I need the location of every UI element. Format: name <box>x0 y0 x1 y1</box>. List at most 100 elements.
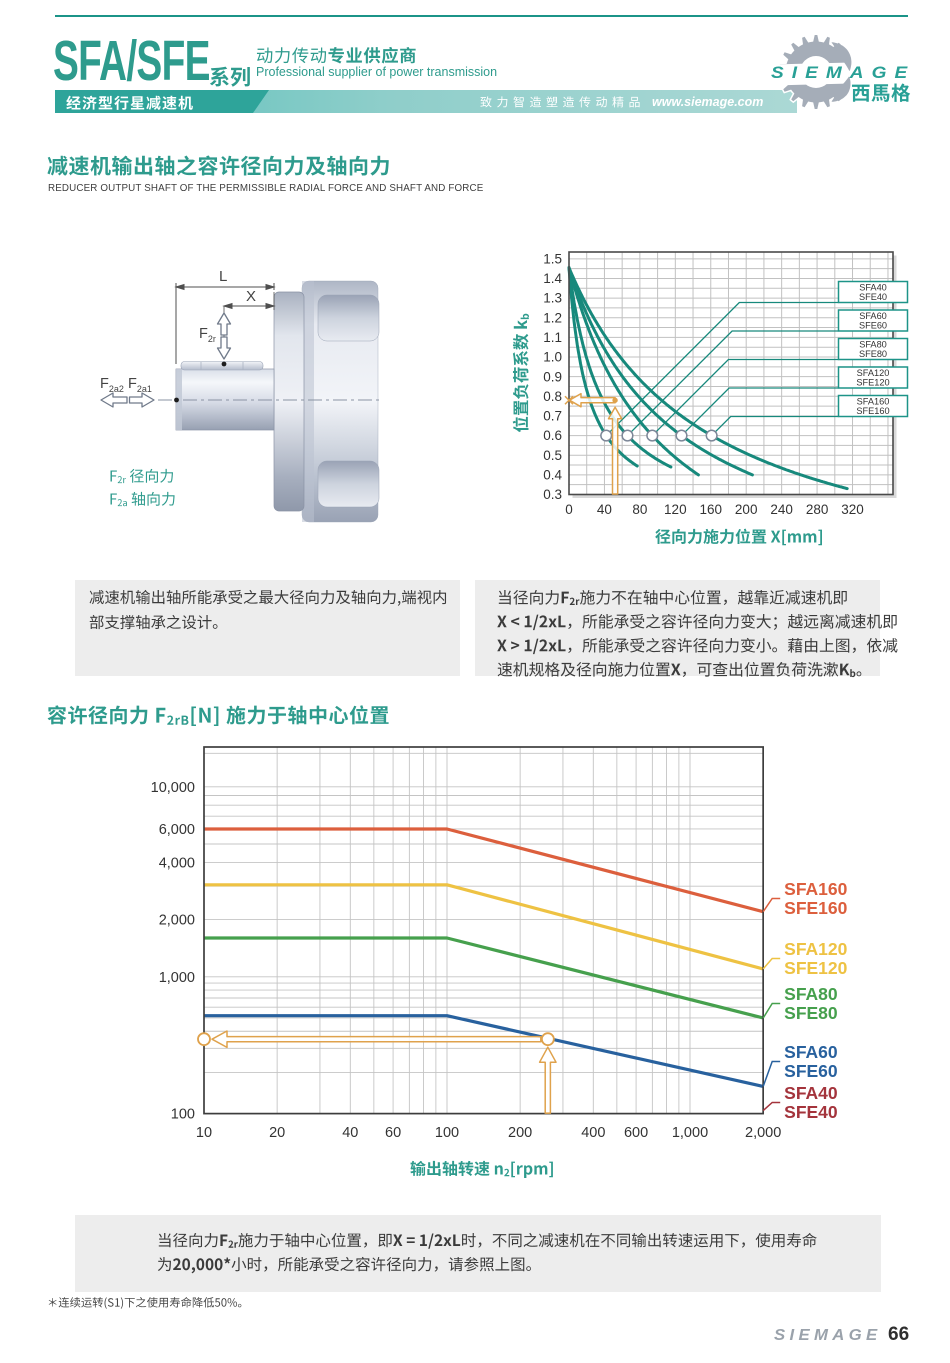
graphic <box>310 47 327 64</box>
graphic <box>157 1256 171 1271</box>
graphic <box>709 613 723 629</box>
graphic <box>725 637 739 653</box>
graphic <box>741 1241 745 1248</box>
graphic <box>278 1256 293 1271</box>
graphic <box>655 662 670 676</box>
graphic <box>569 1232 585 1247</box>
graphic <box>428 1233 434 1249</box>
graphic <box>520 313 529 320</box>
graphic <box>158 1232 817 1249</box>
graphic <box>495 1256 510 1270</box>
line-SFA160 <box>204 827 764 914</box>
graphic <box>513 400 529 416</box>
graphic <box>549 1161 553 1178</box>
radial-force-label: F2r <box>199 327 216 344</box>
graphic <box>677 637 692 653</box>
graphic <box>104 614 120 630</box>
radial-force-arrow <box>216 312 232 360</box>
graphic <box>725 613 739 629</box>
graphic <box>288 705 307 725</box>
graphic <box>417 1256 432 1271</box>
graphic <box>503 1168 509 1177</box>
header-top-rule <box>55 14 908 17</box>
graphic <box>173 1232 188 1247</box>
graphic <box>47 705 67 725</box>
graphic <box>220 1234 228 1246</box>
graphic <box>129 468 144 483</box>
graphic <box>582 637 598 653</box>
legend-radial-force <box>109 466 175 487</box>
graphic <box>228 589 243 605</box>
graphic <box>243 589 258 604</box>
note-bottom-line <box>157 1230 818 1251</box>
graphic <box>122 500 127 506</box>
graphic <box>70 1296 81 1308</box>
tick-label: SFA80 <box>859 340 887 350</box>
graphic <box>540 1032 555 1047</box>
graphic <box>89 614 104 630</box>
section2-title <box>47 702 391 729</box>
graphic <box>349 155 368 175</box>
graphic <box>609 301 839 433</box>
graphic <box>274 589 289 605</box>
graphic <box>181 715 189 725</box>
graphic <box>107 1297 114 1307</box>
tick-label: SFA60 <box>859 311 887 321</box>
axial-force-1-label: F2a1 <box>128 377 152 394</box>
graphic <box>329 705 349 724</box>
graphic <box>682 671 686 677</box>
graphic <box>222 302 233 310</box>
graphic <box>442 1160 457 1176</box>
graphic <box>866 613 882 629</box>
tick-label: 280 <box>806 502 829 517</box>
graphic <box>434 1265 438 1272</box>
graphic <box>530 589 543 605</box>
graphic <box>608 661 623 677</box>
graphic <box>197 1032 211 1047</box>
tick-label: 4,000 <box>159 855 195 871</box>
graphic <box>561 591 569 603</box>
graphic <box>478 1241 482 1248</box>
graphic <box>363 47 381 64</box>
graphic <box>737 589 753 604</box>
graphic <box>497 661 862 677</box>
axial-force-arrows <box>100 392 155 408</box>
graphic <box>497 637 898 654</box>
graphic <box>371 1256 386 1271</box>
tick-label: 0.3 <box>543 487 562 502</box>
section1-subtitle: REDUCER OUTPUT SHAFT OF THE PERMISSIBLE … <box>48 183 484 194</box>
graphic <box>274 47 290 64</box>
graphic <box>791 661 807 677</box>
graphic <box>464 1256 479 1271</box>
graphic <box>237 1303 242 1307</box>
graphic <box>498 589 847 605</box>
graphic <box>161 491 175 506</box>
graphic <box>181 590 197 605</box>
graphic <box>585 1232 600 1247</box>
graphic <box>706 590 721 604</box>
graphic <box>818 529 822 545</box>
graphic <box>265 283 276 291</box>
graphic <box>443 1236 452 1246</box>
graphic <box>382 589 396 605</box>
logo-gear-icon <box>752 33 950 111</box>
graphic <box>209 66 250 87</box>
section1-title <box>47 152 391 181</box>
graphic <box>89 590 104 605</box>
tick-label: 1,000 <box>159 970 195 986</box>
legend-axial-force <box>109 489 177 510</box>
graphic <box>833 590 847 605</box>
graphic <box>131 491 145 506</box>
graphic <box>648 1232 661 1247</box>
graphic <box>624 661 638 677</box>
graphic <box>883 614 897 629</box>
graphic <box>305 156 326 175</box>
graphic <box>494 1165 503 1175</box>
graphic <box>160 468 173 483</box>
graphic <box>755 1232 771 1247</box>
graphic <box>162 95 177 110</box>
graphic <box>837 309 909 332</box>
graphic <box>328 47 344 64</box>
graphic <box>548 617 557 627</box>
dimension-lines <box>174 283 276 364</box>
